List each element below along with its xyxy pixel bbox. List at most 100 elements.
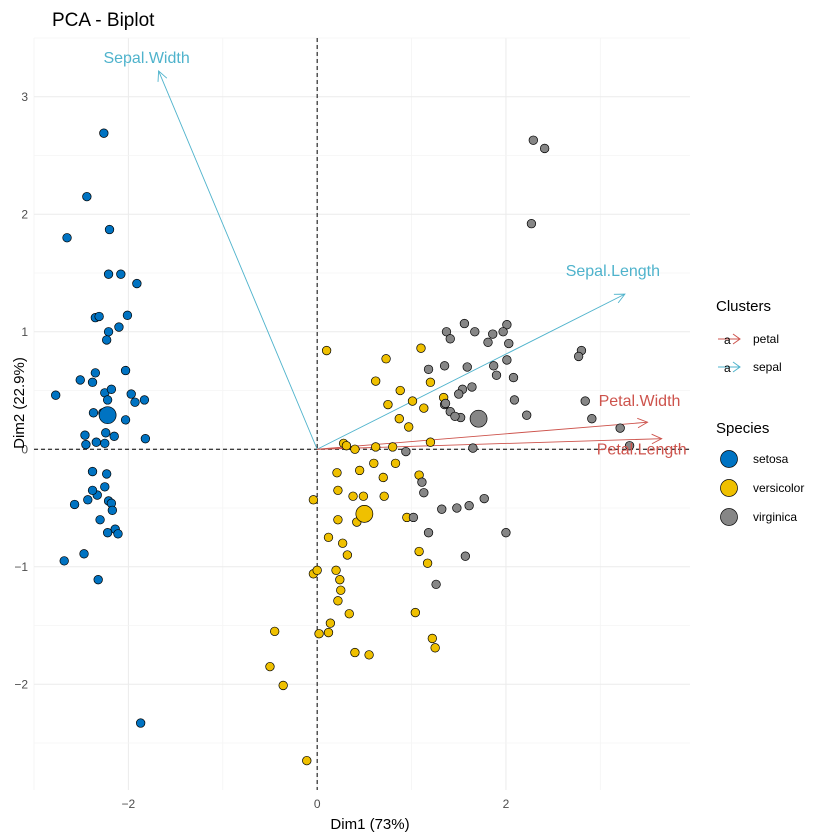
point-virginica — [580, 396, 590, 406]
point-virginica — [498, 327, 508, 337]
point-setosa — [113, 529, 123, 539]
point-versicolor — [364, 650, 374, 660]
point-virginica — [440, 398, 451, 409]
point-virginica — [509, 395, 520, 405]
point-versicolor — [333, 515, 343, 525]
point-setosa — [100, 482, 110, 492]
point-versicolor — [308, 495, 319, 505]
centroid-versicolor — [355, 505, 374, 523]
arrow-head — [637, 417, 649, 429]
chart-title: PCA - Biplot — [52, 10, 155, 31]
point-setosa — [103, 269, 114, 279]
point-setosa — [101, 428, 111, 438]
point-versicolor — [383, 399, 393, 410]
point-virginica — [437, 504, 447, 514]
point-setosa — [139, 395, 150, 405]
legend-key-arrowhead — [732, 333, 741, 345]
point-setosa — [51, 390, 61, 400]
point-versicolor — [333, 485, 343, 496]
point-setosa — [102, 528, 113, 538]
point-setosa — [87, 485, 98, 496]
point-setosa — [81, 439, 91, 450]
point-virginica — [488, 329, 498, 339]
legend: Clusters a petal a sepal Species setosa versico… — [716, 298, 804, 526]
point-virginica — [441, 327, 452, 337]
point-versicolor — [379, 491, 389, 501]
point-virginica — [408, 512, 419, 523]
legend-label-setosa: setosa — [753, 452, 789, 466]
point-versicolor — [302, 755, 312, 766]
point-setosa — [107, 505, 117, 516]
point-setosa — [106, 384, 117, 394]
point-setosa — [120, 365, 131, 376]
point-setosa — [132, 278, 142, 289]
arrow-label-petal-length: Petal.Length — [597, 442, 687, 459]
point-setosa — [116, 269, 126, 279]
point-virginica — [450, 411, 460, 422]
point-versicolor — [312, 565, 322, 575]
legend-label-versicolor: versicolor — [753, 481, 804, 495]
x-tick-label: −2 — [122, 797, 136, 811]
point-versicolor — [422, 558, 433, 568]
point-setosa — [87, 466, 98, 477]
centroid-setosa — [98, 406, 117, 425]
point-versicolor — [265, 661, 275, 672]
point-virginica — [423, 528, 434, 538]
point-virginica — [504, 338, 514, 349]
arrow-label-petal-width: Petal.Width — [599, 393, 681, 410]
point-virginica — [522, 410, 532, 420]
point-setosa — [59, 556, 69, 566]
point-virginica — [401, 446, 411, 457]
arrow-label-sepal-width: Sepal.Width — [103, 50, 189, 67]
legend-key-glyph: a — [724, 361, 731, 375]
point-virginica — [479, 493, 489, 504]
point-setosa — [103, 327, 114, 337]
species-legend-title: Species — [716, 420, 769, 437]
point-setosa — [90, 368, 101, 378]
point-virginica — [464, 501, 474, 511]
point-virginica — [462, 362, 472, 372]
point-versicolor — [388, 442, 398, 452]
point-versicolor — [425, 377, 436, 387]
point-versicolor — [378, 472, 388, 483]
centroid-virginica — [469, 409, 488, 428]
y-tick-label: −1 — [14, 560, 28, 574]
point-setosa — [87, 377, 98, 387]
point-versicolor — [430, 643, 440, 653]
x-tick-label: 0 — [314, 797, 321, 811]
point-virginica — [423, 364, 434, 375]
legend-key-glyph: a — [724, 333, 731, 347]
point-versicolor — [278, 680, 288, 691]
point-virginica — [454, 389, 464, 399]
legend-key-arrowhead — [732, 361, 741, 373]
point-virginica — [615, 423, 625, 433]
point-setosa — [102, 469, 112, 479]
variable-labels: Sepal.Width Sepal.Length Petal.Width Petal.… — [103, 50, 686, 459]
y-tick-label: 2 — [21, 207, 28, 221]
point-virginica — [491, 370, 502, 380]
variable-arrows — [157, 69, 663, 450]
point-setosa — [102, 335, 112, 345]
point-versicolor — [321, 345, 332, 356]
point-versicolor — [425, 437, 436, 447]
point-virginica — [431, 579, 441, 590]
arrow-sepal-length — [316, 293, 626, 450]
point-versicolor — [416, 343, 426, 353]
point-setosa — [140, 434, 151, 444]
point-virginica — [489, 361, 499, 371]
point-versicolor — [394, 414, 404, 424]
point-virginica — [467, 382, 477, 392]
legend-label-petal: petal — [753, 332, 779, 346]
arrow-head — [613, 293, 626, 304]
point-setosa — [104, 224, 115, 235]
legend-swatch-virginica — [720, 508, 738, 526]
point-virginica — [417, 477, 427, 487]
point-setosa — [91, 437, 101, 447]
point-setosa — [136, 718, 146, 728]
point-setosa — [79, 549, 89, 559]
point-setosa — [75, 375, 85, 385]
point-versicolor — [338, 538, 348, 548]
reference-lines — [34, 38, 690, 790]
